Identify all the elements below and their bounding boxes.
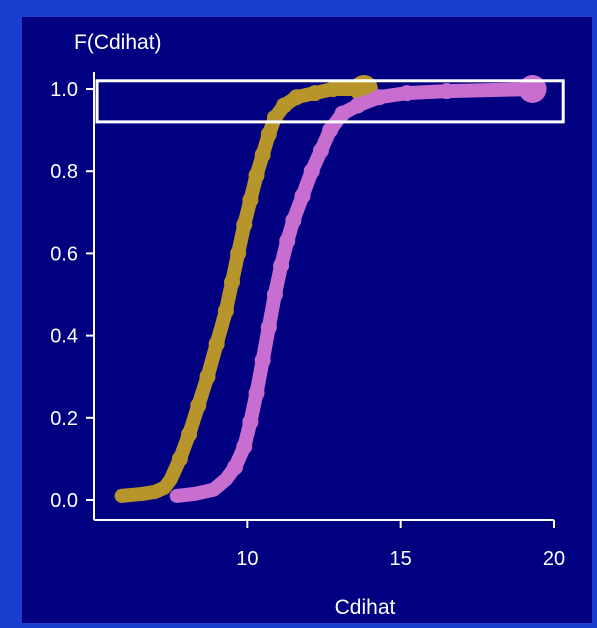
- data-point: [254, 146, 271, 163]
- data-point: [276, 97, 293, 114]
- data-point: [230, 245, 247, 262]
- data-point: [254, 352, 271, 369]
- x-tick-label: 20: [543, 548, 565, 570]
- axis-ticks: 10 15 20 0.0 0.2 0.4 0.6 0.8 1.0: [50, 79, 565, 570]
- data-point: [398, 85, 415, 102]
- series-layer: [114, 75, 547, 503]
- data-point: [279, 233, 296, 250]
- y-axis-title: F(Cdihat): [74, 31, 162, 54]
- data-point: [242, 413, 259, 430]
- x-axis-title: Cdihat: [335, 596, 396, 619]
- y-tick-label: 0.6: [50, 243, 78, 265]
- data-point: [285, 212, 302, 229]
- data-point: [306, 85, 323, 102]
- data-point: [312, 142, 329, 159]
- data-point: [188, 486, 203, 501]
- data-point: [136, 486, 151, 501]
- data-point: [294, 187, 311, 204]
- data-point: [163, 472, 178, 487]
- data-point: [266, 286, 283, 303]
- data-point: [208, 335, 225, 352]
- y-tick-label: 0.2: [50, 408, 78, 430]
- data-point: [114, 488, 129, 503]
- series-2: [169, 75, 547, 503]
- data-point: [325, 81, 342, 97]
- data-point: [218, 472, 233, 487]
- data-point: [303, 163, 320, 180]
- y-tick-label: 0.0: [50, 490, 78, 512]
- data-point: [242, 191, 259, 208]
- data-point: [181, 426, 198, 443]
- data-point: [248, 167, 265, 184]
- data-point: [248, 385, 265, 402]
- data-point: [288, 89, 305, 106]
- data-point: [236, 216, 253, 233]
- data-point: [371, 89, 388, 106]
- data-point: [148, 484, 163, 499]
- data-point: [334, 105, 351, 122]
- y-tick-label: 1.0: [50, 79, 78, 101]
- data-point: [438, 83, 455, 100]
- y-tick-label: 0.4: [50, 326, 78, 348]
- data-point: [224, 274, 240, 291]
- highlight-box: [95, 79, 565, 124]
- data-point: [157, 480, 172, 495]
- data-point: [236, 438, 253, 455]
- data-point: [217, 302, 234, 319]
- data-point: [190, 397, 207, 414]
- data-point: [260, 319, 277, 336]
- x-tick-label: 10: [236, 548, 258, 570]
- data-point: [227, 459, 244, 476]
- data-point: [199, 368, 216, 385]
- data-point: [273, 257, 290, 274]
- cdf-chart: F(Cdihat) Cdihat 10 15 20 0.0 0.2 0.4 0.6 0.8 1.…: [50, 31, 565, 619]
- x-tick-label: 15: [390, 548, 412, 570]
- data-point: [260, 126, 277, 143]
- data-point: [349, 97, 366, 114]
- y-tick-label: 0.8: [50, 161, 78, 183]
- data-point: [518, 75, 547, 103]
- data-point: [322, 122, 339, 139]
- data-point: [206, 482, 221, 497]
- data-point: [171, 450, 188, 467]
- data-point: [169, 488, 184, 503]
- plot-panel: F(Cdihat) Cdihat 10 15 20 0.0 0.2 0.4 0.6 0.8 1.…: [22, 17, 592, 623]
